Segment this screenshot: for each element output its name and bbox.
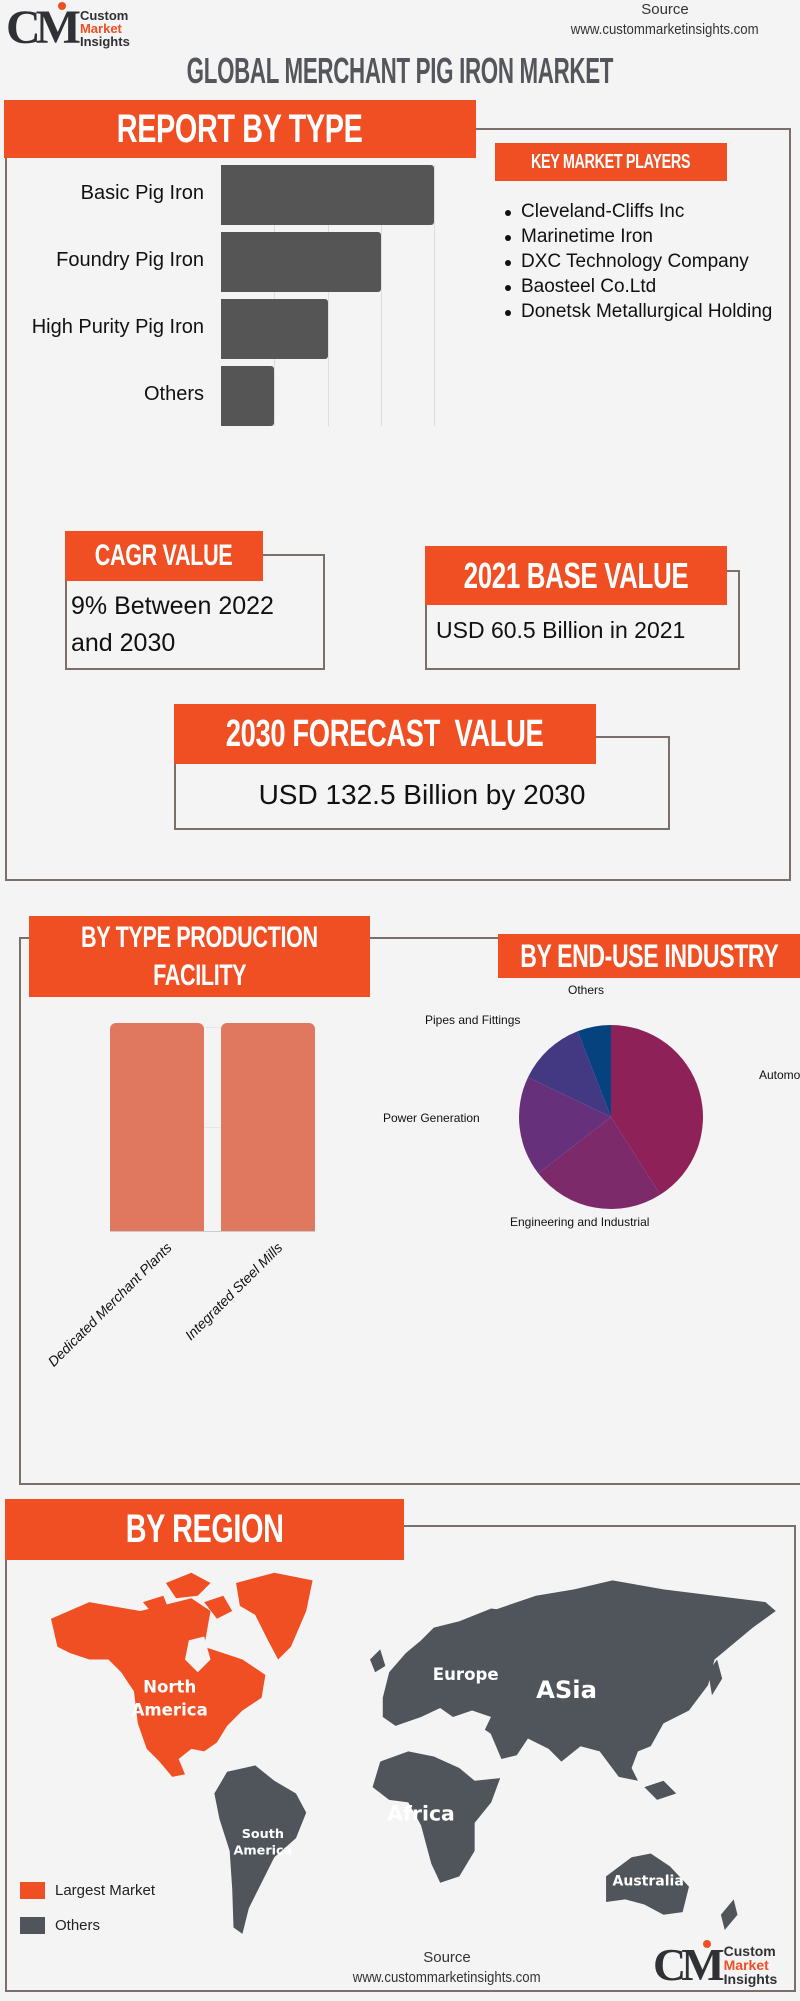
bar (221, 366, 275, 426)
source-label: Source (423, 1949, 471, 1966)
map-north-america[interactable] (51, 1572, 313, 1777)
base-value-banner: 2021 BASE VALUE (425, 546, 727, 605)
end-use-banner: BY END-USE INDUSTRY (498, 934, 800, 978)
logo-text-custom: Custom (79, 7, 129, 23)
pie-slice (528, 1031, 611, 1117)
pie-slice (538, 1117, 661, 1209)
forecast-banner: 2030 FORECAST VALUE (174, 704, 596, 764)
logo-text-custom: Custom (723, 1943, 776, 1959)
segment-section-frame (19, 937, 800, 1485)
base-value-text: USD 60.5 Billion in 2021 (436, 617, 686, 643)
logo-bottom: CM Custom Market Insights (653, 1939, 778, 1990)
bar-label: Foundry Pig Iron (56, 249, 204, 271)
production-facility-banner: BY TYPE PRODUCTION FACILITY (29, 916, 370, 997)
x-axis (110, 1231, 315, 1232)
source-label: Source (641, 1, 689, 18)
pie-slice (519, 1077, 611, 1174)
map-label-asia: ASia (536, 1675, 597, 1704)
logo-mark: CM (653, 1939, 725, 1990)
bar (221, 232, 381, 292)
map-label-south-america: America (234, 1844, 293, 1859)
pie-label-automotive: Automotive (759, 1068, 800, 1082)
source-top: Source www.custommarketinsights.com (540, 0, 790, 41)
source-url[interactable]: www.custommarketinsights.com (571, 21, 759, 39)
source-bottom: Source www.custommarketinsights.com (322, 1948, 572, 1989)
list-item: DXC Technology Company (505, 249, 772, 274)
map-label-africa: Africa (387, 1801, 455, 1825)
page-title: GLOBAL MERCHANT PIG IRON MARKET (186, 50, 614, 91)
list-item: Cleveland-Cliffs Inc (505, 199, 772, 224)
cagr-value: 9% Between 2022 and 2030 (71, 592, 274, 657)
grid-line (110, 1027, 315, 1028)
legend-largest-market: Largest Market (20, 1882, 155, 1899)
map-label-north-america: America (132, 1701, 208, 1720)
logo-text-market: Market (723, 1957, 769, 1973)
logo-text-market: Market (79, 20, 122, 36)
pie-label-engineering: Engineering and Industrial (510, 1215, 650, 1229)
grid-line (434, 165, 435, 426)
end-use-pie-chart (519, 1025, 703, 1209)
region-banner: BY REGION (5, 1499, 404, 1560)
grid-line (110, 1127, 315, 1128)
logo-mark: CM (6, 1, 81, 54)
logo: CM Custom Market Insights (6, 1, 130, 54)
grid-line (380, 165, 382, 426)
list-item: Marinetime Iron (505, 224, 772, 249)
list-item: Baosteel Co.Ltd (505, 274, 772, 299)
map-label-south: South (242, 1827, 284, 1842)
key-players-banner: KEY MARKET PLAYERS (495, 143, 727, 181)
list-item: Donetsk Metallurgical Holding (505, 299, 772, 324)
bar (110, 1023, 204, 1231)
bar (221, 1023, 315, 1231)
pie-label-others: Others (568, 983, 605, 997)
map-label-europe: Europe (433, 1665, 499, 1684)
bar-label: Others (143, 383, 204, 405)
world-map: North America Europe ASia Africa South A… (51, 1572, 776, 1934)
map-label-australia: Australia (613, 1873, 684, 1889)
legend-others: Others (20, 1917, 100, 1934)
bar (221, 299, 328, 359)
pie-label-pipes: Pipes and Fittings (425, 1013, 521, 1027)
report-by-type-banner: REPORT BY TYPE (4, 100, 476, 158)
cagr-banner: CAGR VALUE (65, 531, 263, 581)
pie-slice (611, 1025, 703, 1195)
bar-label: High Purity Pig Iron (31, 316, 204, 338)
logo-text-insights: Insights (79, 33, 130, 49)
bar-label: Basic Pig Iron (80, 182, 204, 204)
map-others[interactable] (214, 1580, 776, 1934)
pie-slice (577, 1025, 611, 1117)
grid-line (327, 165, 329, 426)
map-label-north: North (143, 1678, 196, 1697)
logo-text-insights: Insights (723, 1971, 778, 1987)
source-url[interactable]: www.custommarketinsights.com (353, 1969, 541, 1987)
forecast-text: USD 132.5 Billion by 2030 (258, 779, 586, 810)
bar (221, 165, 434, 225)
key-players-list: Cleveland-Cliffs Inc Marinetime Iron DXC… (505, 199, 772, 324)
grid-line (274, 165, 276, 426)
pie-label-power-generation: Power Generation (383, 1111, 480, 1125)
